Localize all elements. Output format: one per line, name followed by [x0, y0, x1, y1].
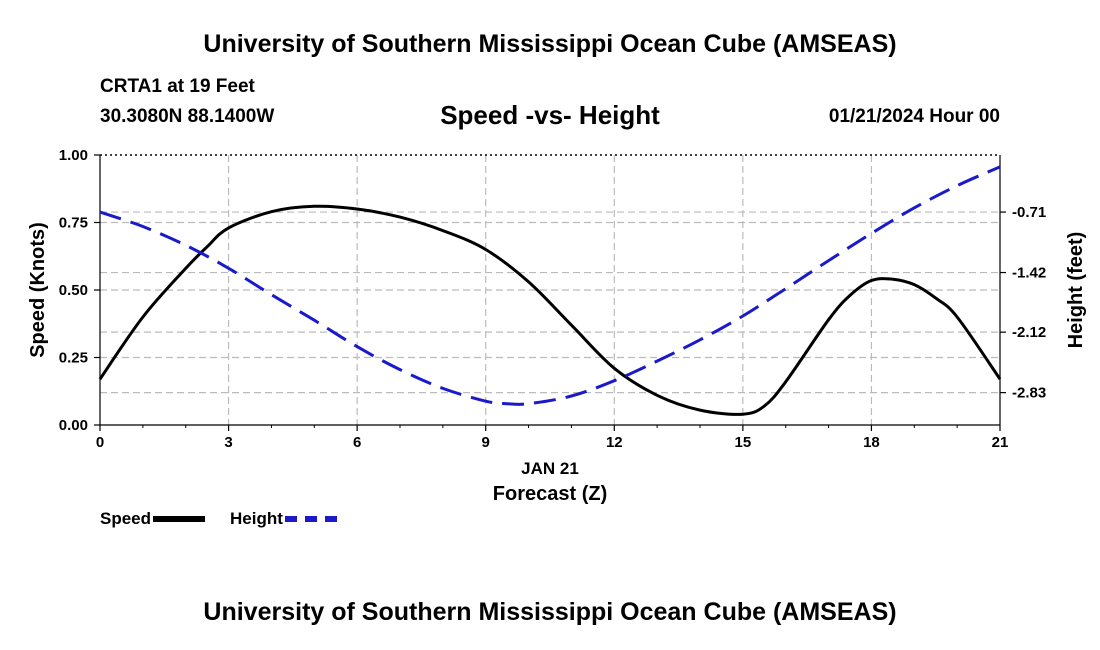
main-title: University of Southern Mississippi Ocean…	[203, 30, 897, 58]
x-axis-date-label: JAN 21	[521, 459, 579, 478]
chart-title: Speed -vs- Height	[440, 100, 660, 130]
station-name: CRTA1 at 19 Feet	[100, 76, 255, 97]
x-tick-label: 18	[863, 434, 880, 451]
legend-height: Height	[230, 509, 337, 529]
x-tick-label: 9	[482, 434, 490, 451]
legend-speed-swatch	[153, 516, 206, 522]
speed-series-line	[98, 204, 1002, 416]
legend-speed-label: Speed	[100, 509, 152, 528]
y-tick-label: 0.25	[59, 350, 88, 367]
y2-tick-label: -0.71	[1012, 204, 1046, 221]
y2-tick-label: -2.83	[1012, 385, 1046, 402]
y-tick-label: 0.50	[59, 282, 88, 299]
x-axis-title: Forecast (Z)	[493, 483, 607, 505]
y-axis-title: Speed (Knots)	[27, 222, 49, 358]
x-tick-label: 12	[606, 434, 623, 451]
legend-height-label: Height	[230, 509, 283, 528]
x-tick-label: 0	[96, 434, 104, 451]
x-tick-label: 21	[992, 434, 1009, 451]
y2-tick-label: -2.12	[1012, 324, 1046, 341]
height-series-line	[99, 165, 1001, 406]
y2-axis-title: Height (feet)	[1065, 232, 1087, 349]
x-tick-label: 6	[353, 434, 361, 451]
y2-tick-label: -1.42	[1012, 265, 1046, 282]
y-tick-label: 1.00	[59, 147, 88, 164]
x-tick-label: 15	[735, 434, 752, 451]
legend-speed: Speed	[100, 509, 206, 529]
forecast-timestamp: 01/21/2024 Hour 00	[828, 106, 1000, 127]
legend-height-swatch	[284, 516, 337, 522]
station-coordinates: 30.3080N 88.1400W	[100, 106, 275, 127]
footer-title: University of Southern Mississippi Ocean…	[203, 598, 897, 626]
y-tick-label: 0.75	[59, 215, 88, 232]
y-tick-label: 0.00	[59, 417, 88, 434]
x-tick-label: 3	[224, 434, 232, 451]
